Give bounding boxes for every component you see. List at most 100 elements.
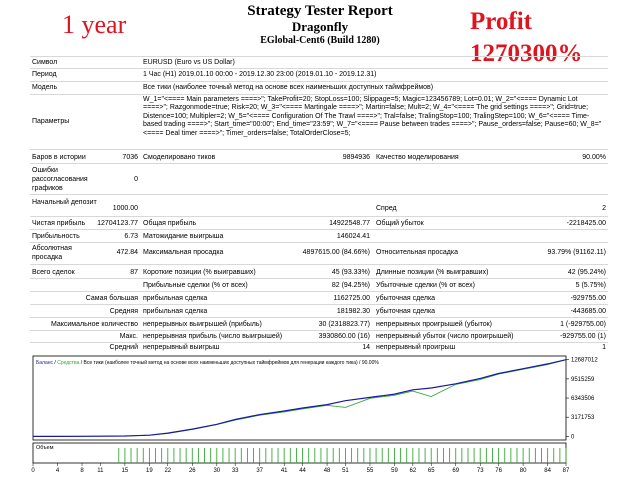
y-tick-label: 0 (571, 434, 575, 440)
x-tick-label: 76 (495, 468, 502, 474)
x-tick-label: 30 (213, 468, 220, 474)
divider (30, 264, 608, 265)
x-tick-label: 84 (544, 468, 551, 474)
x-tick-label: 37 (256, 468, 263, 474)
maxdd-label: Максимальная просадка (143, 249, 224, 256)
avgcons-loss-label: непрерывный проигрыш (376, 344, 456, 351)
x-tick-label: 69 (452, 468, 459, 474)
x-tick-label: 11 (97, 468, 104, 474)
y-tick-label: 12687012 (571, 358, 598, 364)
errors-value: 0 (134, 176, 138, 183)
avgcons-wins-label: непрерывный выигрыш (143, 344, 220, 351)
x-tick-label: 59 (391, 468, 398, 474)
divider (30, 242, 608, 243)
avgcons-label: Средний (109, 344, 138, 351)
quality-label: Качество моделирования (376, 154, 459, 161)
x-tick-label: 51 (342, 468, 349, 474)
y-tick-label: 6343506 (571, 396, 595, 402)
divider (30, 68, 608, 69)
divider (30, 56, 608, 57)
long-label: Длинные позиции (% выигравших) (376, 269, 489, 276)
x-tick-label: 8 (80, 468, 84, 474)
largest-label: Самая большая (85, 295, 138, 302)
x-tick-label: 44 (299, 468, 306, 474)
overlay-profit-text: Profit 1270300% (470, 6, 583, 70)
y-tick-label: 9515259 (571, 377, 595, 383)
grossloss-label: Общий убыток (376, 220, 424, 227)
params-label: Параметры (32, 118, 70, 125)
period-label: Период (32, 71, 57, 78)
symbol-value: EURUSD (Euro vs US Dollar) (143, 59, 235, 66)
grossprofit-label: Общая прибыль (143, 220, 197, 227)
absdd-value: 472.84 (116, 249, 138, 256)
quality-value: 90.00% (582, 154, 606, 161)
legend-equity: Средства (57, 360, 79, 366)
symbol-label: Символ (32, 59, 58, 66)
average-label: Средняя (109, 308, 138, 315)
largest-profit-value: 1162725.00 (333, 295, 370, 302)
maxcount-loss-label: непрерывных проигрышей (убыток) (376, 321, 493, 328)
grossloss-value: -2218425.00 (566, 220, 606, 227)
overlay-profit-label: Profit (470, 8, 533, 35)
maxdd-value: 4897615.00 (84.66%) (302, 249, 370, 256)
avgcons-wins-value: 14 (362, 344, 370, 351)
divider (30, 149, 608, 150)
divider (30, 304, 608, 305)
long-value: 42 (95.24%) (567, 269, 606, 276)
profittr-label: Прибыльные сделки (% от всех) (143, 282, 248, 289)
divider (30, 216, 608, 217)
x-tick-label: 4 (56, 468, 60, 474)
x-tick-label: 19 (146, 468, 153, 474)
trades-label: Всего сделок (32, 269, 75, 276)
maxcount-wins-label: непрерывных выигрышей (прибыль) (143, 321, 262, 328)
average-loss-value: -443685.00 (570, 308, 606, 315)
x-tick-label: 62 (409, 468, 416, 474)
maxcount-loss-value: 1 (-929755.00) (560, 321, 606, 328)
divider (30, 342, 608, 343)
divider (30, 229, 608, 230)
bars-value: 7036 (122, 154, 138, 161)
overlay-profit-value: 1270300% (470, 40, 583, 67)
short-label: Короткие позиции (% выигравших) (143, 269, 256, 276)
balance-chart: Баланс / Средства / Все тики (наиболее т… (31, 355, 598, 474)
errors-label: Ошибки рассогласования графиков (32, 167, 88, 192)
short-value: 45 (93.33%) (331, 269, 370, 276)
deposit-label: Начальный депозит (32, 199, 97, 206)
x-tick-label: 15 (122, 468, 129, 474)
x-tick-label: 22 (164, 468, 171, 474)
average-profit-label: прибыльная сделка (143, 308, 208, 315)
avgcons-loss-value: 1 (602, 344, 606, 351)
maxcount-wins-value: 30 (2318823.77) (318, 321, 370, 328)
netprofit-value: 12704123.77 (97, 220, 138, 227)
divider (30, 81, 608, 82)
report-title: Strategy Tester Report (247, 3, 393, 19)
x-tick-label: 65 (428, 468, 435, 474)
report-expert-name: Dragonfly (291, 19, 349, 34)
x-tick-label: 33 (232, 468, 239, 474)
overlay-period-text: 1 year (62, 10, 127, 39)
divider (30, 194, 608, 195)
balance-line (33, 359, 567, 437)
report-server: EGlobal-Cent6 (Build 1280) (260, 35, 380, 46)
pf-value: 6.73 (124, 233, 138, 240)
max-profit-label: непрерывная прибыль (число выигрышей) (143, 333, 283, 340)
y-tick-label: 3171753 (571, 415, 595, 421)
max-profit-value: 3930860.00 (16) (318, 333, 370, 340)
reldd-label: Относительная просадка (376, 249, 458, 256)
max-loss-value: -929755.00 (1) (560, 333, 606, 340)
largest-loss-value: -929755.00 (570, 295, 606, 302)
x-tick-label: 48 (324, 468, 331, 474)
max-loss-label: непрерывный убыток (число проигрышей) (376, 333, 514, 340)
grossprofit-value: 14922548.77 (329, 220, 370, 227)
losstr-label: Убыточные сделки (% от всех) (376, 282, 475, 289)
x-tick-label: 73 (477, 468, 484, 474)
losstr-value: 5 (5.75%) (575, 282, 606, 289)
divider (30, 330, 608, 331)
netprofit-label: Чистая прибыль (32, 220, 86, 227)
divider (30, 163, 608, 164)
spread-value: 2 (602, 205, 606, 212)
max-label: Макс. (119, 333, 138, 340)
ticks-label: Смоделировано тиков (143, 154, 216, 161)
largest-profit-label: прибыльная сделка (143, 295, 208, 302)
deposit-value: 1000.00 (112, 205, 138, 212)
